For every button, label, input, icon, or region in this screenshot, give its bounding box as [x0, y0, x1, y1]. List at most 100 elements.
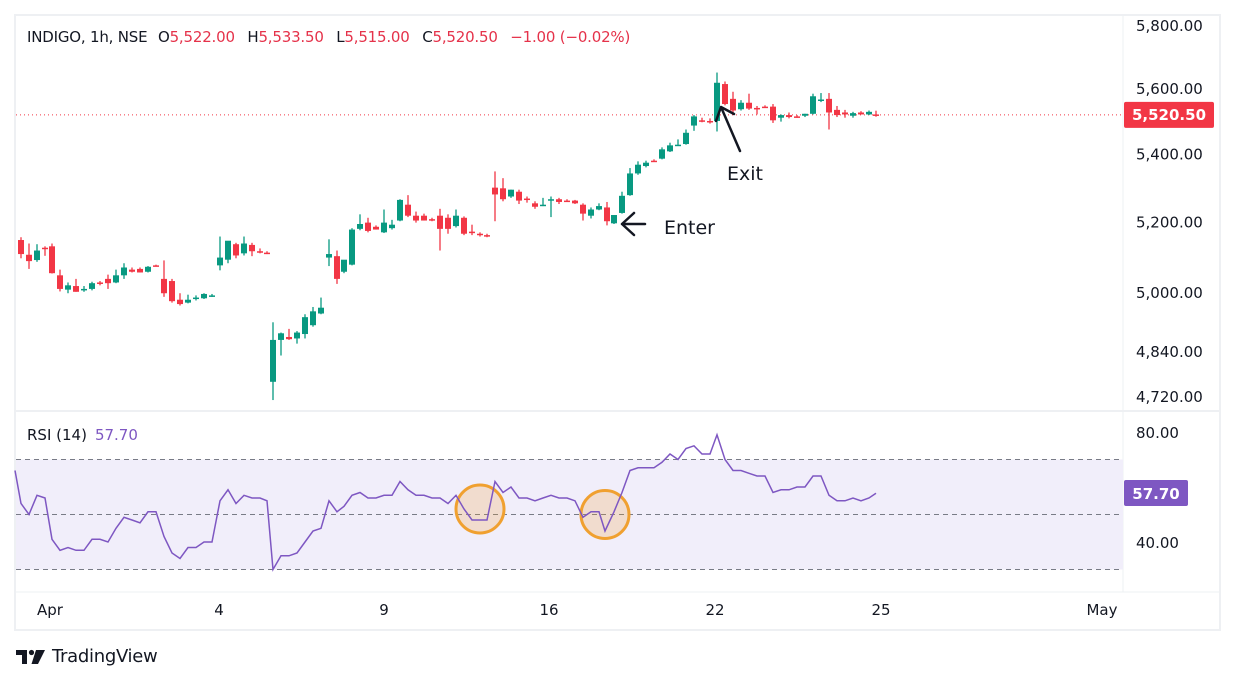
close-value: 5,520.50: [432, 28, 498, 46]
rsi-legend[interactable]: RSI (14) 57.70: [27, 426, 138, 444]
candle: [651, 159, 657, 163]
candle: [373, 225, 379, 230]
candle: [445, 214, 451, 234]
candle: [278, 332, 284, 356]
symbol-label[interactable]: INDIGO, 1h, NSE: [27, 28, 148, 46]
candle: [89, 281, 95, 291]
left-arrow-icon: [620, 211, 647, 237]
candle: [850, 111, 856, 118]
candle: [264, 251, 270, 255]
svg-text:57.70: 57.70: [1132, 485, 1179, 503]
low-value: 5,515.00: [344, 28, 410, 46]
candle: [365, 217, 371, 233]
price-axis[interactable]: 5,800.00 5,600.00 5,400.00 5,200.00 5,000.00…: [1136, 17, 1203, 406]
time-tick-may: May: [1086, 601, 1117, 619]
candle: [778, 114, 784, 122]
candle: [842, 109, 848, 118]
candle: [405, 195, 411, 218]
open-value: 5,522.00: [169, 28, 235, 46]
time-tick-16: 16: [539, 601, 558, 619]
tradingview-branding[interactable]: TradingView: [16, 646, 158, 667]
candle: [469, 224, 475, 236]
candle: [185, 294, 191, 304]
candle: [691, 115, 697, 131]
candle: [532, 201, 538, 209]
candle: [241, 236, 247, 256]
candle: [257, 248, 263, 254]
rsi-value: 57.70: [94, 426, 138, 444]
candle: [421, 213, 427, 221]
candle: [484, 233, 490, 238]
candle: [209, 293, 215, 297]
candle: [18, 237, 24, 259]
candle: [667, 142, 673, 152]
svg-text:Exit: Exit: [727, 163, 763, 185]
candle: [516, 189, 522, 205]
candle: [675, 139, 681, 147]
candle: [492, 171, 498, 222]
rsi-title: RSI (14): [27, 426, 87, 444]
time-tick-22: 22: [705, 601, 724, 619]
rsi-tick-80: 80.00: [1136, 424, 1179, 442]
ohlc-legend[interactable]: INDIGO, 1h, NSE O5,522.00 H5,533.50 L5,5…: [27, 28, 631, 46]
candle: [794, 115, 800, 118]
svg-text:Enter: Enter: [664, 217, 715, 239]
time-axis[interactable]: Apr 4 9 16 22 25 May: [37, 601, 1118, 619]
candle: [453, 209, 459, 228]
candle: [770, 104, 776, 123]
candle: [341, 259, 347, 274]
candle: [217, 236, 223, 271]
candle: [153, 264, 159, 267]
arrow-up-icon: [714, 105, 742, 153]
candle: [349, 228, 355, 266]
candle: [548, 196, 554, 218]
candle: [169, 278, 175, 303]
candle: [249, 242, 255, 257]
high-value: 5,533.50: [258, 28, 324, 46]
tradingview-logo-icon: [16, 649, 45, 664]
candle: [302, 314, 308, 339]
candle: [477, 232, 483, 237]
candle: [57, 269, 63, 292]
candle: [177, 293, 183, 306]
candle: [524, 196, 530, 203]
candle: [572, 199, 578, 205]
time-tick-9: 9: [379, 601, 389, 619]
candle: [762, 105, 768, 109]
change-value: −1.00 (−0.02%): [510, 28, 631, 46]
tradingview-name: TradingView: [52, 646, 158, 667]
exit-annotation: Exit: [714, 105, 763, 185]
candle: [225, 240, 231, 264]
candle: [596, 203, 602, 211]
candle: [810, 93, 816, 115]
candle: [310, 306, 316, 327]
candle: [334, 250, 340, 284]
price-tick: 5,600.00: [1136, 80, 1203, 98]
candle: [161, 260, 167, 297]
candle: [145, 266, 151, 273]
candle: [858, 111, 864, 115]
svg-text:5,520.50: 5,520.50: [1132, 106, 1206, 124]
candle: [113, 269, 119, 284]
candle: [105, 274, 111, 289]
candle: [643, 160, 649, 168]
candle: [121, 263, 127, 279]
candle: [137, 267, 143, 273]
candle: [588, 207, 594, 219]
price-tick: 5,000.00: [1136, 284, 1203, 302]
candle: [500, 178, 506, 202]
candle: [540, 197, 546, 207]
candle: [508, 189, 514, 198]
candle: [437, 208, 443, 251]
rsi-line: [14, 432, 877, 572]
candle: [873, 110, 879, 117]
candle: [627, 168, 633, 196]
candle: [746, 93, 752, 110]
candle: [738, 100, 744, 111]
candle: [381, 209, 387, 234]
candle: [604, 201, 610, 226]
candle: [318, 297, 324, 315]
candle: [564, 199, 570, 203]
candle: [619, 191, 625, 214]
